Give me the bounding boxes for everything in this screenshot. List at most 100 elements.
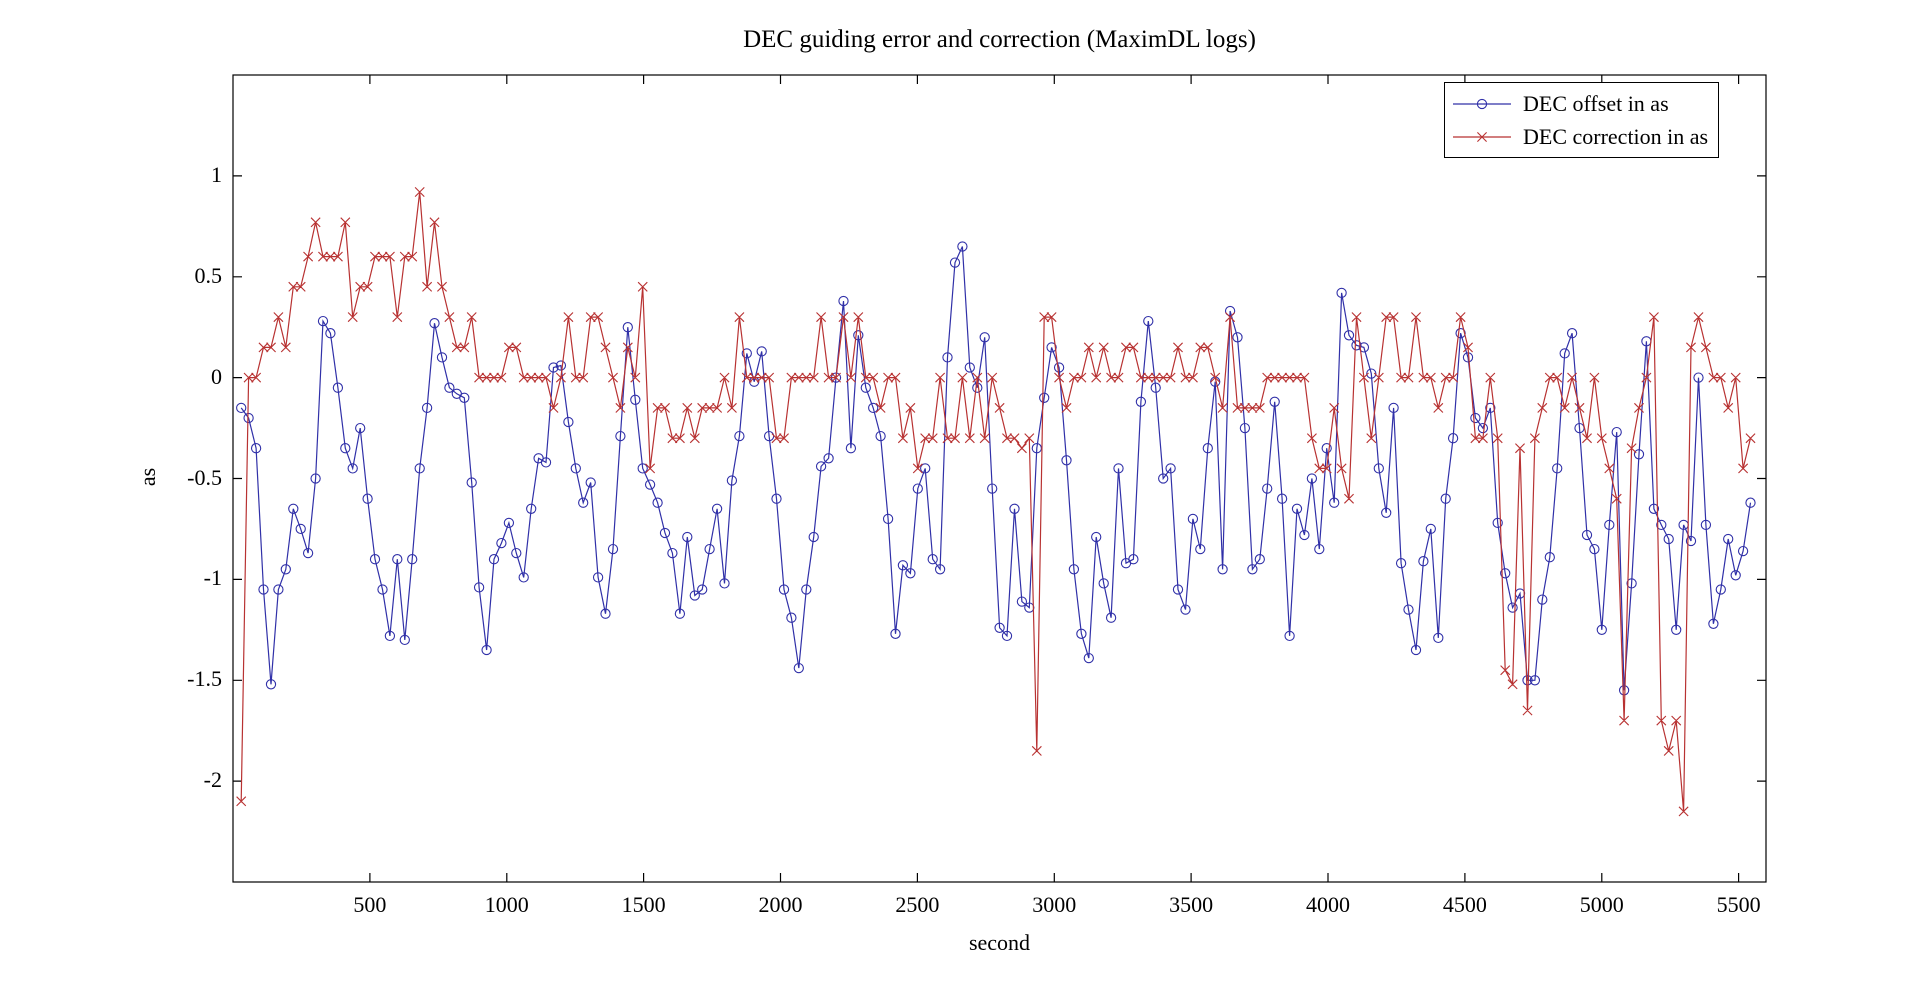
circle-marker xyxy=(377,584,388,595)
circle-marker xyxy=(444,382,455,393)
circle-marker xyxy=(1440,493,1451,504)
circle-marker xyxy=(1730,570,1741,581)
circle-marker xyxy=(540,457,552,468)
circle-marker xyxy=(1053,362,1065,373)
circle-marker xyxy=(622,322,633,333)
circle-marker xyxy=(1158,473,1169,484)
circle-marker xyxy=(511,547,522,559)
circle-marker xyxy=(1618,685,1630,696)
circle-marker xyxy=(1544,552,1555,563)
circle-marker xyxy=(570,463,581,474)
y-tick-label: 1 xyxy=(211,161,222,187)
circle-marker xyxy=(1187,513,1199,525)
legend-label-correction: DEC correction in as xyxy=(1523,123,1709,149)
circle-marker xyxy=(258,584,269,595)
circle-marker xyxy=(310,473,321,484)
circle-marker xyxy=(1239,422,1251,434)
circle-marker xyxy=(555,360,567,371)
circle-marker xyxy=(1492,517,1503,529)
circle-marker xyxy=(488,554,500,565)
circle-marker xyxy=(355,422,366,434)
circle-marker xyxy=(1700,519,1712,531)
circle-marker xyxy=(1455,328,1466,339)
circle-marker xyxy=(778,584,790,595)
circle-marker xyxy=(644,479,656,490)
circle-marker xyxy=(1596,624,1607,635)
circle-marker xyxy=(697,584,708,595)
circle-marker xyxy=(630,394,641,405)
circle-marker xyxy=(1135,396,1147,407)
y-tick-label: -1.5 xyxy=(187,666,222,692)
circle-marker xyxy=(250,443,262,454)
circle-marker xyxy=(518,572,529,583)
circle-marker xyxy=(1366,368,1377,379)
circle-marker xyxy=(503,517,515,529)
circle-marker xyxy=(793,662,804,674)
circle-marker xyxy=(1470,412,1481,424)
circle-marker xyxy=(711,503,723,514)
y-tick-label: 0 xyxy=(211,363,222,389)
circle-marker xyxy=(1016,596,1028,607)
circle-marker xyxy=(414,463,425,474)
circle-marker xyxy=(615,430,626,442)
plot-box xyxy=(232,74,1767,883)
circle-marker xyxy=(1626,578,1637,589)
circle-marker xyxy=(1559,348,1570,359)
circle-marker xyxy=(756,346,767,357)
y-tick-label: -1 xyxy=(203,565,222,591)
y-tick-label: -0.5 xyxy=(187,464,222,490)
axis-ticks xyxy=(233,75,1766,882)
circle-marker xyxy=(1098,578,1109,589)
circle-marker xyxy=(1262,483,1273,494)
legend: DEC offset in as DEC correction in as xyxy=(1444,82,1720,158)
circle-marker xyxy=(1633,449,1645,460)
circle-marker xyxy=(942,352,953,363)
circle-marker xyxy=(927,554,938,565)
circle-marker xyxy=(964,362,975,373)
circle-marker xyxy=(1247,564,1258,575)
circle-marker xyxy=(934,564,946,575)
circle-marker xyxy=(1202,443,1213,454)
circle-marker xyxy=(436,352,448,363)
circle-marker xyxy=(1061,455,1072,466)
circle-marker xyxy=(548,362,559,373)
circle-marker xyxy=(1581,529,1593,541)
x-tick-label: 5000 xyxy=(1579,892,1624,917)
circle-marker xyxy=(392,554,403,565)
circle-marker xyxy=(459,392,470,403)
circle-marker xyxy=(1693,372,1704,383)
circle-marker xyxy=(1529,675,1541,686)
circle-marker xyxy=(1522,675,1533,686)
circle-marker xyxy=(682,531,693,543)
circle-marker xyxy=(578,497,589,508)
circle-marker xyxy=(563,416,574,428)
x-markers xyxy=(236,187,1756,817)
circle-marker xyxy=(325,328,336,339)
series-line-0 xyxy=(240,246,1752,691)
x-tick-label: 1500 xyxy=(621,892,666,917)
circle-marker xyxy=(905,568,916,579)
circle-marker xyxy=(1232,332,1243,343)
circle-marker xyxy=(1128,554,1139,565)
circle-marker xyxy=(243,412,254,424)
x-tick-label: 500 xyxy=(353,892,387,917)
circle-marker xyxy=(1737,545,1749,557)
circle-marker xyxy=(868,402,879,414)
circle-marker xyxy=(1076,628,1087,639)
x-tick-label: 3000 xyxy=(1032,892,1077,917)
chart-title: DEC guiding error and correction (MaximD… xyxy=(743,26,1256,53)
x-tick-label: 2500 xyxy=(895,892,940,917)
circle-marker xyxy=(526,503,537,514)
circle-marker xyxy=(1224,305,1236,317)
circle-marker xyxy=(1269,396,1280,407)
circle-marker xyxy=(1351,340,1362,351)
x-tick-label: 3500 xyxy=(1169,892,1214,917)
circle-marker xyxy=(1745,497,1756,508)
circle-marker xyxy=(741,348,752,359)
circle-marker xyxy=(399,634,410,646)
circle-marker xyxy=(875,430,886,442)
circle-marker xyxy=(897,560,909,571)
circle-marker xyxy=(786,612,797,623)
circle-marker xyxy=(979,332,990,343)
